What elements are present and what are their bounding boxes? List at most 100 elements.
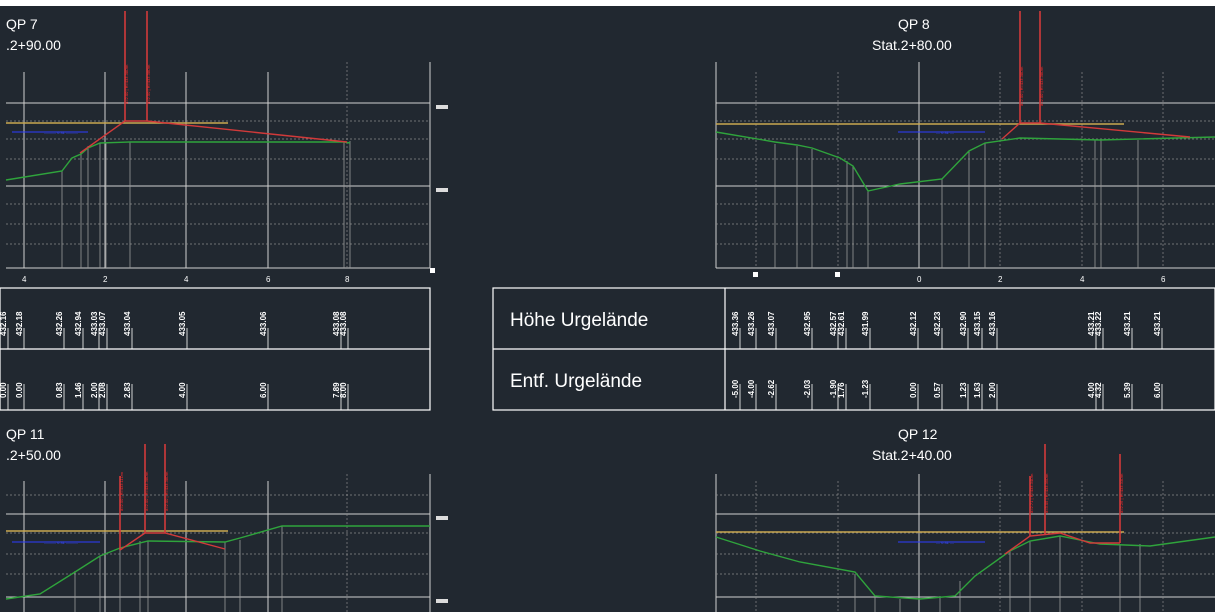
hoehe-value: 433.21 [1153,311,1162,336]
hoehe-value: 433.07 [767,311,776,336]
station-drops [774,140,1139,268]
svg-text:——— 0.31 ———: ——— 0.31 ——— [44,130,78,135]
svg-text:a=2.00 | H=433.38Dm: a=2.00 | H=433.38Dm [144,471,149,511]
hoehe-value: 432.26 [55,311,64,336]
station-drops [61,141,351,268]
axis-tick: 2 [103,275,108,284]
svg-text:— 0.31 —: — 0.31 — [936,540,954,545]
elevation-tag [436,188,448,192]
svg-text:a=2.00 | H=433.38Dm: a=2.00 | H=433.38Dm [164,471,169,511]
elevation-tag [436,105,448,109]
hoehe-value: 433.21 [1087,311,1096,336]
entf-value: 2.00 [988,382,997,398]
station-label: Stat.2+40.00 [872,447,952,463]
grid [715,62,1215,269]
entf-value: 5.39 [1123,382,1132,398]
section-qp11: QP 11 .2+50.00 [5,426,448,612]
svg-text:a=2.71 | H=433.34Dm: a=2.71 | H=433.34Dm [1029,473,1034,513]
hoehe-value: 432.61 [837,311,846,336]
entf-value: -2.03 [803,379,812,398]
entf-value: 1.46 [74,382,83,398]
table-qp8: Höhe Urgelände Entf. Urgelände 433.36 433… [492,287,1215,411]
entf-value: 0.00 [909,382,918,398]
section-qp7: QP 7 .2+90.00 [5,11,448,284]
axis-tick: 8 [345,275,350,284]
entf-value: 0.00 [15,382,24,398]
svg-text:a=2.00 | H=433.38Dm: a=2.00 | H=433.38Dm [124,64,129,104]
entf-value: 1.63 [973,382,982,398]
section-title: QP 7 [6,16,38,32]
svg-text:a=2.00 | H=433.38Dm: a=2.00 | H=433.38Dm [1039,66,1044,106]
terrain-profile [5,525,430,600]
design-profile [119,532,226,551]
grid [715,474,1215,612]
hoehe-value: 433.06 [259,311,268,336]
axis-tick: 6 [266,275,271,284]
svg-text:a=2.00 | H=433.38Dm: a=2.00 | H=433.38Dm [1019,66,1024,106]
grid [6,62,431,269]
terrain-profile [5,141,351,181]
entf-value: -5.00 [731,379,740,398]
hoehe-value: 433.36 [731,311,740,336]
hoehe-value: 432.23 [933,311,942,336]
hoehe-value: 433.05 [178,311,187,336]
entf-value: 4.00 [178,382,187,398]
svg-text:——— 0.31 ———: ——— 0.31 ——— [44,540,78,545]
cross-section-drawing: QP 7 .2+90.00 [0,11,1215,612]
svg-text:a=2.00 | H=433.11Dm: a=2.00 | H=433.11Dm [119,471,124,511]
section-title: QP 11 [6,426,45,442]
hoehe-value: 432.94 [74,311,83,336]
entf-value: 4.00 [1087,382,1096,398]
cad-drawing-canvas[interactable]: QP 7 .2+90.00 [0,6,1215,612]
hoehe-value: 432.18 [15,311,24,336]
station-label: .2+50.00 [6,447,61,463]
section-qp12: QP 12 Stat.2+40.00 [715,426,1215,612]
minor-grid [6,474,430,612]
svg-text:— 0.31 —: — 0.31 — [936,130,954,135]
svg-text:a=2.26 | H=433.33Dm: a=2.26 | H=433.33Dm [1119,473,1124,513]
design-profile [79,120,348,154]
entf-value: 2.00 [90,382,99,398]
elevation-tag [436,599,448,603]
entf-value: 1.23 [959,382,968,398]
hoehe-value: 433.26 [747,311,756,336]
axis-tick: 4 [184,275,189,284]
station-label: Stat.2+80.00 [872,37,952,53]
minor-grid [716,72,1215,268]
row-label-entf: Entf. Urgelände [510,371,642,392]
hoehe-value: 433.16 [988,311,997,336]
entf-value: 6.00 [1153,382,1162,398]
hoehe-value: 433.04 [123,311,132,336]
hoehe-value: 433.22 [1094,311,1103,336]
entf-value: 2.83 [123,382,132,398]
hoehe-value: 433.03 [90,311,99,336]
section-title: QP 8 [898,16,930,32]
hoehe-value: 432.16 [0,311,8,336]
hoehe-value: 432.95 [803,311,812,336]
entf-value: 4.32 [1094,382,1103,398]
hoehe-value: 433.08 [339,311,348,336]
axis-tick: 0 [917,275,922,284]
hoehe-value: 432.57 [829,311,838,336]
section-title: QP 12 [898,426,938,442]
entf-value: -2.62 [767,379,776,398]
axis-tick: 6 [1161,275,1166,284]
hoehe-value: 432.12 [909,311,918,336]
design-profile [1004,532,1120,555]
entf-value: 0.83 [55,382,64,398]
entf-value: 8.00 [339,382,348,398]
axis-tick: 4 [1080,275,1085,284]
entf-value: 1.76 [837,382,846,398]
svg-text:a=3.05 | H=433.35Dm: a=3.05 | H=433.35Dm [1044,473,1049,513]
axis-tick: 2 [998,275,1003,284]
svg-text:a=2.00 | H=433.38Dm: a=2.00 | H=433.38Dm [146,64,151,104]
entf-value: -1.90 [829,379,838,398]
hoehe-value: 431.99 [861,311,870,336]
entf-value: -4.00 [747,379,756,398]
elevation-tag [436,516,448,520]
hoehe-value: 433.21 [1123,311,1132,336]
entf-value: 2.08 [98,382,107,398]
entf-value: 6.00 [259,382,268,398]
hoehe-value: 433.07 [98,311,107,336]
grid [6,474,431,612]
